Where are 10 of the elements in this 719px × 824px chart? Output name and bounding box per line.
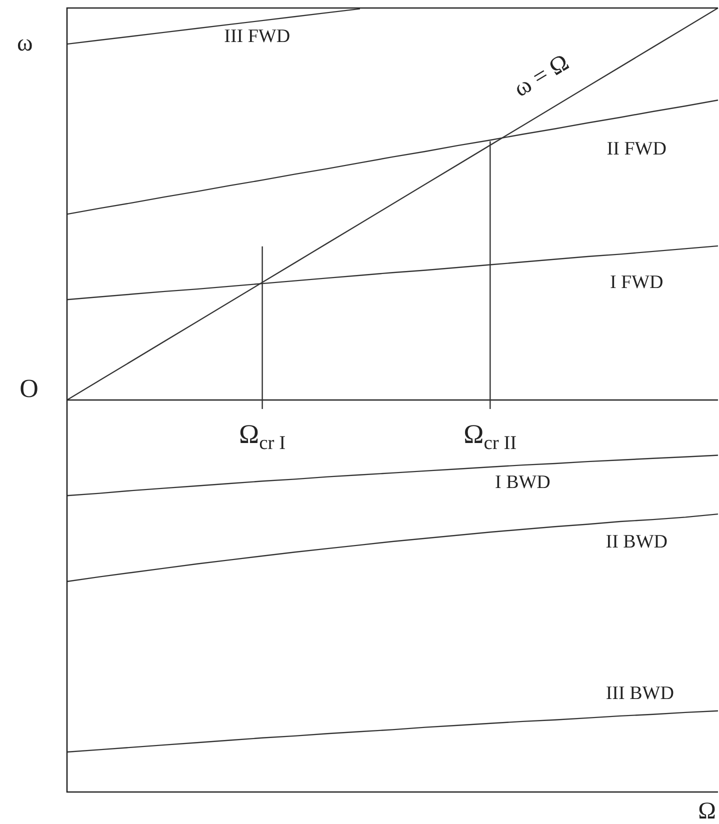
series-label: I FWD (610, 272, 664, 293)
series-label: II FWD (606, 138, 666, 160)
text: ω = Ω (510, 50, 574, 102)
text: O (20, 374, 38, 403)
y-axis-title: ω (17, 30, 33, 56)
series-label: I BWD (495, 472, 550, 494)
series-label: III BWD (606, 682, 674, 704)
x-axis-title: Ω (698, 798, 716, 824)
series-label: III FWD (224, 26, 290, 48)
series-label: II BWD (606, 532, 668, 553)
